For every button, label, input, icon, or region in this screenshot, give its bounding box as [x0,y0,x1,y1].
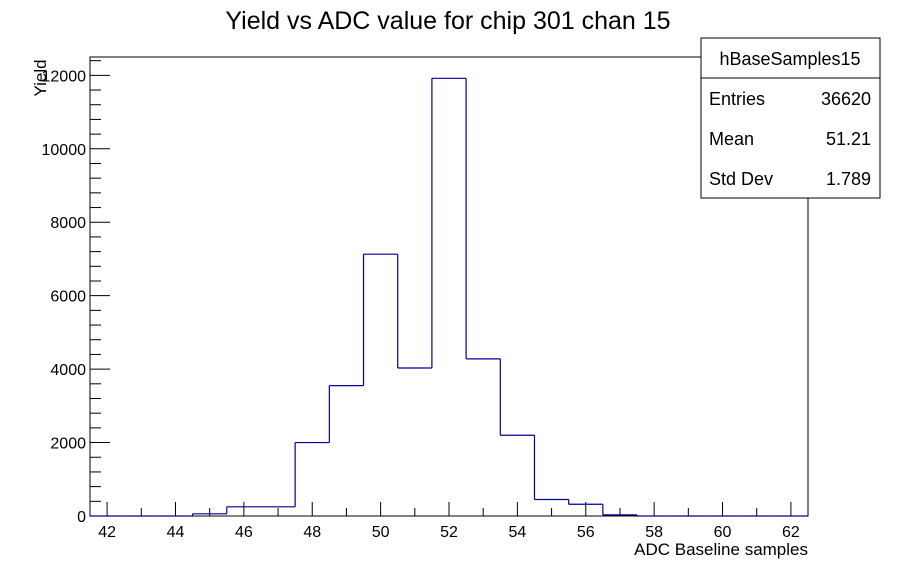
x-tick-label: 46 [235,524,253,541]
x-tick-label: 56 [577,524,595,541]
stats-box: hBaseSamples15 Entries 36620 Mean 51.21 … [700,37,881,199]
y-tick-label: 8000 [50,215,86,232]
x-tick-label: 58 [645,524,663,541]
x-tick-label: 52 [440,524,458,541]
y-axis-label: Yield [31,59,50,96]
x-axis-label: ADC Baseline samples [634,540,808,559]
stats-mean-label: Mean [709,129,754,149]
y-tick-label: 12000 [42,68,87,85]
stats-stddev-label: Std Dev [709,169,773,189]
stats-mean-value: 51.21 [826,129,871,149]
y-tick-label: 10000 [42,142,87,159]
x-tick-label: 48 [303,524,321,541]
stats-stddev-value: 1.789 [826,169,871,189]
y-tick-label: 6000 [50,289,86,306]
stats-entries-value: 36620 [821,89,871,109]
chart-title: Yield vs ADC value for chip 301 chan 15 [225,7,670,35]
stats-box-name: hBaseSamples15 [719,49,860,69]
y-tick-label: 0 [77,509,86,526]
plot-frame [89,56,809,517]
x-tick-label: 60 [714,524,732,541]
x-tick-label: 62 [782,524,800,541]
x-tick-label: 42 [98,524,116,541]
x-tick-label: 50 [372,524,390,541]
x-tick-label: 44 [167,524,185,541]
y-tick-label: 4000 [50,362,86,379]
x-tick-label: 54 [508,524,526,541]
y-tick-label: 2000 [50,436,86,453]
stats-entries-label: Entries [709,89,765,109]
